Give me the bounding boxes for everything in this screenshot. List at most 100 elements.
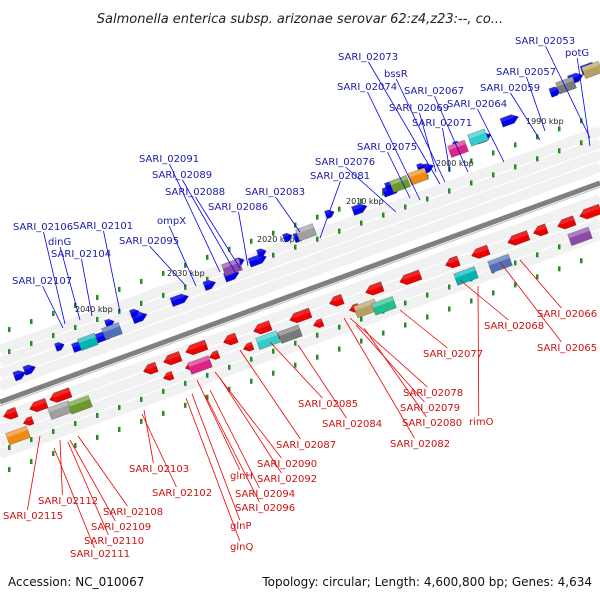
tick-dash [294,340,297,346]
gene-arrow [351,203,368,216]
gene-label: glnQ [230,542,253,553]
gene-label: SARI_02067 [404,86,464,97]
label-connector [59,246,81,321]
label-connector [269,341,323,399]
gene-label: SARI_02101 [73,221,133,232]
gene-label: SARI_02087 [276,440,336,451]
gene-label: SARI_02090 [257,459,317,470]
label-connector [168,225,197,287]
gene-label: SARI_02092 [257,474,317,485]
genome-backbone [0,180,600,405]
tick-dash [74,324,77,330]
gene-label: SARI_02096 [235,503,295,514]
feature-block [101,322,123,341]
feature-block [255,330,281,350]
tick-dash [558,244,561,250]
gene-arrow [556,215,577,230]
tick-dash [316,332,319,338]
label-connector [343,317,415,439]
gene-label: SARI_02079 [400,403,460,414]
gene-label: SARI_02086 [208,202,268,213]
tick-dash [360,338,363,344]
gene-arrow [2,407,19,420]
tick-dash [74,442,77,448]
tick-dash [382,330,385,336]
gene-arrow [364,281,385,296]
gene-label: SARI_02078 [403,388,463,399]
gene-arrow [162,351,183,366]
label-connector [363,327,427,418]
tick-dash [448,188,451,194]
label-connector [42,285,64,329]
gene-label: SARI_02082 [390,439,450,450]
gene-label: SARI_02088 [165,187,225,198]
label-connector [59,439,63,496]
gene-label: SARI_02108 [103,507,163,518]
tick-label: 2000 kbp [436,159,474,168]
label-connector [191,393,241,521]
label-connector [419,112,437,173]
label-connector [238,211,249,267]
tick-dash [514,142,517,148]
tick-dash [426,314,429,320]
gene-arrow [470,244,491,259]
label-connector [81,258,93,317]
gene-label: SARI_02053 [515,36,575,47]
gene-label: SARI_02110 [84,536,144,547]
tick-dash [8,327,11,333]
tick-dash [404,300,407,306]
tick-dash [228,386,231,392]
tick-dash [140,396,143,402]
gene-arrow [499,114,519,128]
gene-arrow [54,341,65,352]
label-connector [395,78,446,183]
label-connector [477,108,505,163]
gene-arrow [208,349,221,360]
tick-dash [228,364,231,370]
gene-arrow [444,255,461,269]
gene-label: potG [565,48,589,59]
label-connector [69,439,116,522]
tick-dash [184,402,187,408]
tick-label: 2010 kbp [346,197,384,206]
lane-guide [0,138,600,367]
tick-dash [338,228,341,234]
gene-arrow [398,269,423,285]
tick-dash [272,348,275,354]
gene-arrow [288,307,313,324]
tick-dash [8,467,11,473]
gene-arrow [252,320,273,335]
label-connector [297,344,347,419]
tick-dash [74,420,77,426]
tick-dash [558,148,561,154]
tick-dash [316,354,319,360]
gene-arrow [104,318,115,329]
tick-dash [272,252,275,258]
tick-dash [30,319,33,325]
gene-label: SARI_02077 [423,349,483,360]
tick-dash [492,150,495,156]
label-connector [67,441,109,536]
gene-label: SARI_02065 [537,343,597,354]
tick-dash [360,198,363,204]
gene-label: SARI_02094 [235,489,295,500]
tick-dash [30,459,33,465]
gene-label: SARI_02064 [447,99,507,110]
tick-dash [580,258,583,264]
label-connector [219,377,282,474]
label-connector [367,91,421,201]
tick-dash [448,306,451,312]
label-connector [195,196,241,269]
label-connector [510,92,541,141]
tick-dash [448,284,451,290]
gene-arrow [22,415,35,426]
tick-dash [514,260,517,266]
label-connector [27,435,41,511]
gene-label: ompX [157,216,186,227]
gene-label: SARI_02068 [484,321,544,332]
tick-dash [184,380,187,386]
label-connector [275,196,301,233]
gene-arrow [202,279,216,291]
